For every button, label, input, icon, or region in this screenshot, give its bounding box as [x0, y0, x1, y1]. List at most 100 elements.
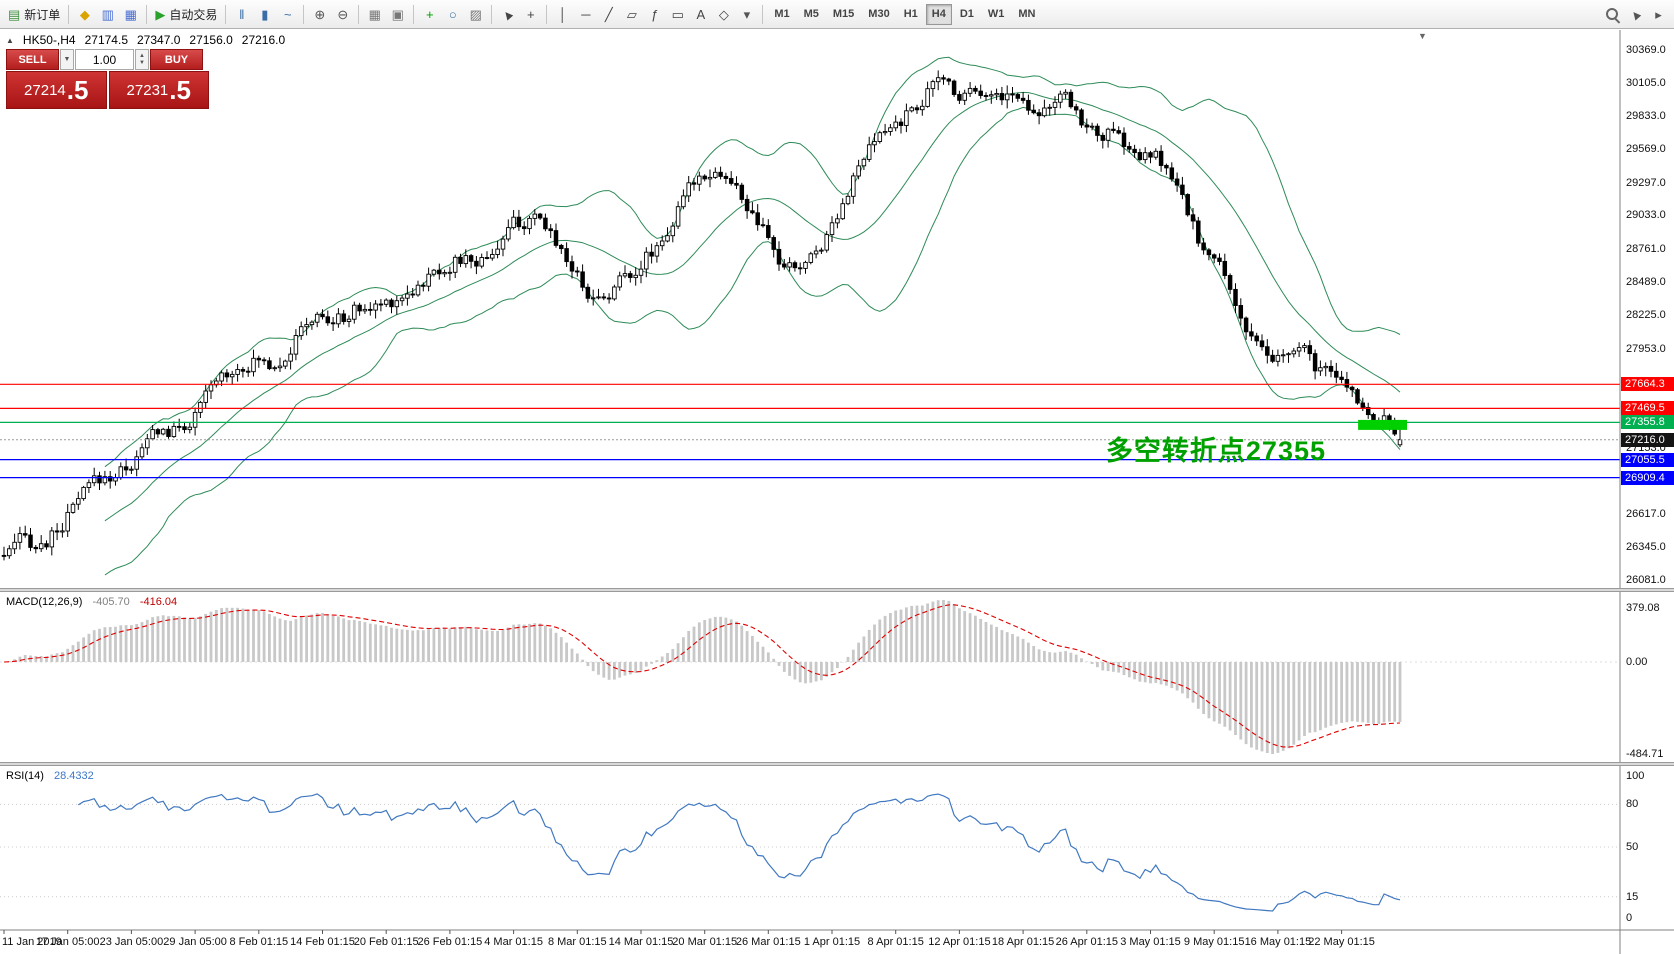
- data-window-icon: ▦: [124, 6, 137, 22]
- volume-dropdown-button[interactable]: ▼: [60, 49, 74, 70]
- macd-histogram: [7, 600, 1402, 754]
- timeframe-m30[interactable]: M30: [862, 4, 895, 25]
- tile-windows-button[interactable]: ▦: [363, 3, 386, 26]
- indicators-button[interactable]: +: [418, 3, 441, 26]
- line-chart-button[interactable]: ~: [276, 3, 299, 26]
- main-toolbar: ▤ 新订单 ◆ ▥ ▦ ▶ 自动交易 ‖ ▮ ~ ⊕ ⊖ ▦ ▣ + ○ ▨ ▲ + │ ─ ╱ ▱ ƒ ▭ A ◇ ▾ M1 M5 M15…: [0, 0, 1674, 29]
- templates-button[interactable]: ▨: [464, 3, 487, 26]
- vertical-line-button[interactable]: │: [551, 3, 574, 26]
- timeframe-h4[interactable]: H4: [925, 3, 952, 25]
- sell-price-main: 27214: [24, 81, 66, 99]
- toolbar-separator: [68, 4, 70, 24]
- macd-signal-value: -416.04: [139, 596, 178, 608]
- panel-splitter[interactable]: [0, 762, 1674, 766]
- search-button[interactable]: [1601, 3, 1624, 26]
- macd-header: MACD(12,26,9) -405.70 -416.04: [6, 596, 177, 608]
- autotrading-icon: ▶: [155, 6, 166, 22]
- indicators-icon: +: [426, 6, 434, 22]
- timeframe-m5[interactable]: M5: [798, 4, 825, 25]
- chart-shift-marker[interactable]: ▼: [1418, 31, 1427, 41]
- bar-chart-button[interactable]: ‖: [230, 3, 253, 26]
- fibonacci-icon: ƒ: [651, 6, 659, 22]
- toolbar-right-group: ▲ ▸: [1601, 3, 1670, 26]
- zoom-out-button[interactable]: ⊖: [331, 3, 354, 26]
- chart-window-icon: ▲: [6, 35, 14, 45]
- horizontal-level-lines[interactable]: [0, 383, 1620, 479]
- ohlc-low: 27156.0: [189, 33, 233, 47]
- vertical-line-icon: │: [558, 6, 567, 22]
- tile-windows-icon: ▦: [368, 6, 381, 22]
- panel-splitter[interactable]: [0, 588, 1674, 592]
- pointer-button[interactable]: ▲: [1624, 3, 1647, 26]
- ohlc-open: 27174.5: [84, 33, 128, 47]
- timeframe-h1[interactable]: H1: [898, 4, 924, 25]
- stepper-down-icon[interactable]: ▼: [139, 59, 145, 66]
- text-button[interactable]: A: [689, 3, 712, 26]
- one-click-trading-panel: SELL ▼ ▲ ▼ BUY 27214.5 27231.5: [6, 49, 209, 109]
- chart-annotation[interactable]: 多空转折点27355: [1105, 436, 1326, 466]
- channel-button[interactable]: ▱: [620, 3, 643, 26]
- candlestick-chart-icon: ▮: [261, 6, 269, 22]
- buy-button[interactable]: BUY: [150, 49, 203, 70]
- cursor-button[interactable]: ▲: [496, 3, 519, 26]
- buy-price-box[interactable]: 27231.5: [108, 71, 209, 109]
- highlight-rectangle[interactable]: [1358, 419, 1407, 430]
- rsi-title: RSI(14): [6, 770, 44, 782]
- autotrading-button[interactable]: ▶ 自动交易: [151, 3, 221, 26]
- candlestick-chart-button[interactable]: ▮: [253, 3, 276, 26]
- periods-button[interactable]: ○: [441, 3, 464, 26]
- trendline-icon: ╱: [604, 6, 613, 22]
- timeframe-d1[interactable]: D1: [954, 4, 980, 25]
- new-order-button-label: 新订单: [24, 7, 61, 22]
- macd-signal-line: [3, 604, 1401, 748]
- crosshair-icon: +: [527, 6, 535, 22]
- toolbar-separator: [413, 4, 415, 24]
- more-tools-button[interactable]: ▾: [735, 3, 758, 26]
- symbol-title: HK50-,H4: [22, 33, 76, 47]
- zoom-in-button[interactable]: ⊕: [308, 3, 331, 26]
- search-icon: [1605, 7, 1620, 22]
- sell-price-box[interactable]: 27214.5: [6, 71, 107, 109]
- macd-title: MACD(12,26,9): [6, 596, 83, 608]
- timeframe-w1[interactable]: W1: [982, 4, 1011, 25]
- text-icon: A: [696, 6, 706, 22]
- volume-stepper[interactable]: ▲ ▼: [135, 49, 149, 70]
- shapes-button[interactable]: ▭: [666, 3, 689, 26]
- horizontal-line-icon: ─: [581, 6, 591, 22]
- profiles-button[interactable]: ◆: [73, 3, 96, 26]
- timeframe-m1[interactable]: M1: [768, 4, 795, 25]
- bollinger-bands: [104, 56, 1401, 576]
- toolbar-separator: [762, 4, 764, 24]
- trendline-button[interactable]: ╱: [597, 3, 620, 26]
- fibonacci-button[interactable]: ƒ: [643, 3, 666, 26]
- toolbar-separator: [303, 4, 305, 24]
- stepper-up-icon[interactable]: ▲: [139, 52, 145, 59]
- ohlc-high: 27347.0: [137, 33, 181, 47]
- chevron-down-icon: ▼: [63, 56, 71, 63]
- market-watch-button[interactable]: ▥: [96, 3, 119, 26]
- pointer-icon: ▲: [1625, 4, 1646, 24]
- quick-nav-button[interactable]: ▸: [1647, 3, 1670, 26]
- more-tools-icon: ▾: [743, 6, 751, 22]
- periods-icon: ○: [448, 6, 457, 22]
- new-order-button[interactable]: ▤ 新订单: [4, 3, 64, 26]
- horizontal-line-button[interactable]: ─: [574, 3, 597, 26]
- timeframe-m15[interactable]: M15: [827, 4, 860, 25]
- toolbar-separator: [225, 4, 227, 24]
- zoom-out-icon: ⊖: [337, 6, 349, 22]
- arrow-tools-button[interactable]: ◇: [712, 3, 735, 26]
- cascade-windows-icon: ▣: [391, 6, 404, 22]
- cascade-windows-button[interactable]: ▣: [386, 3, 409, 26]
- macd-value: -405.70: [92, 596, 130, 608]
- crosshair-button[interactable]: +: [519, 3, 542, 26]
- arrow-tools-icon: ◇: [718, 6, 729, 22]
- new-order-icon: ▤: [8, 6, 21, 22]
- line-chart-icon: ~: [284, 6, 292, 22]
- data-window-button[interactable]: ▦: [119, 3, 142, 26]
- timeframe-mn[interactable]: MN: [1012, 4, 1041, 25]
- sell-button[interactable]: SELL: [6, 49, 59, 70]
- ohlc-close: 27216.0: [241, 33, 286, 47]
- volume-input[interactable]: [75, 49, 134, 70]
